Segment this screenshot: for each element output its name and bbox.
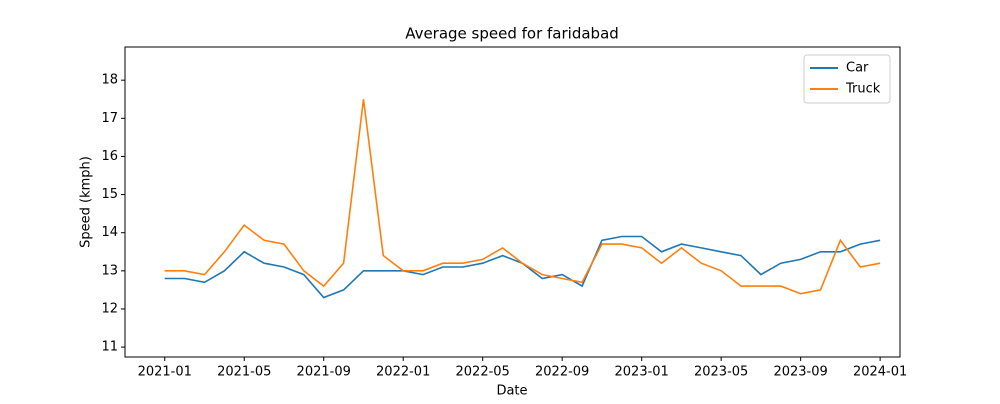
y-tick-label: 16	[101, 149, 118, 164]
x-tick-label: 2022-01	[376, 365, 430, 380]
y-tick-label: 11	[101, 340, 118, 355]
y-tick-label: 13	[101, 263, 118, 278]
legend-label: Car	[846, 61, 869, 76]
y-tick-label: 18	[101, 73, 118, 88]
x-tick-label: 2022-05	[456, 365, 510, 380]
y-tick-label: 14	[101, 225, 118, 240]
x-tick-label: 2023-09	[773, 365, 827, 380]
line-truck	[164, 99, 881, 295]
x-tick-label: 2023-05	[694, 365, 748, 380]
x-tick-label: 2021-01	[138, 365, 192, 380]
x-tick-label: 2023-01	[615, 365, 669, 380]
legend: Car Truck	[803, 54, 891, 104]
x-tick-label: 2024-01	[853, 365, 907, 380]
x-axis-label: Date	[496, 384, 527, 399]
plot-frame	[124, 46, 901, 358]
line-car	[164, 235, 881, 299]
x-tick-label: 2022-09	[535, 365, 589, 380]
legend-label: Truck	[845, 82, 881, 97]
y-tick-label: 17	[101, 111, 118, 126]
x-tick-label: 2021-09	[297, 365, 351, 380]
y-axis-label: Speed (kmph)	[79, 156, 94, 248]
y-tick-label: 15	[101, 187, 118, 202]
chart-title: Average speed for faridabad	[405, 25, 619, 43]
y-tick-label: 12	[101, 301, 118, 316]
x-tick-label: 2021-05	[217, 365, 271, 380]
